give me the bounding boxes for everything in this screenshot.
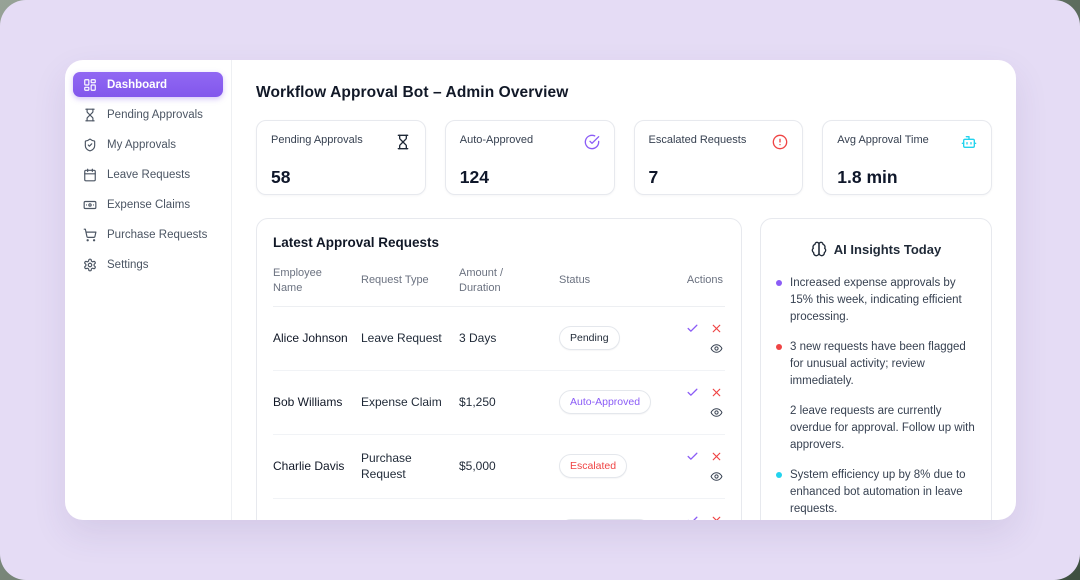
approve-icon[interactable]: [686, 322, 699, 335]
table-title: Latest Approval Requests: [273, 235, 440, 250]
table-row: Alice Johnson Leave Request 3 Days Pendi…: [273, 307, 725, 371]
request-type: Expense Claim: [361, 395, 442, 410]
table-row: Diana Green Leave Request 5 Days Auto-Ap…: [273, 499, 725, 520]
insight-item: System efficiency up by 8% due to enhanc…: [776, 467, 976, 518]
row-actions: [679, 514, 725, 520]
approve-icon[interactable]: [686, 386, 699, 399]
status-badge: Auto-Approved: [559, 518, 652, 520]
stats-row: Pending Approvals 58 Auto-Approved: [256, 120, 992, 195]
insight-text: System efficiency up by 8% due to enhanc…: [790, 469, 966, 516]
shield-check-icon: [84, 138, 96, 151]
employee-name: Charlie Davis: [273, 459, 345, 474]
insight-text: Increased expense approvals by 15% this …: [790, 277, 962, 324]
sidebar-item-leave-requests[interactable]: Leave Requests: [73, 162, 223, 187]
row-actions: [679, 322, 725, 355]
approve-icon[interactable]: [686, 514, 699, 520]
amount-duration: $1,250: [459, 395, 496, 410]
bullet-dot: [776, 280, 782, 286]
stat-card-pending-approvals: Pending Approvals 58: [256, 120, 426, 195]
sidebar-item-my-approvals[interactable]: My Approvals: [73, 132, 223, 157]
stat-card-auto-approved: Auto-Approved 124: [444, 120, 615, 195]
ai-insights-card: AI Insights Today Increased expense appr…: [760, 218, 992, 520]
stat-label: Escalated Requests: [648, 134, 747, 146]
shopping-cart-icon: [83, 228, 97, 241]
status-badge: Escalated: [559, 454, 628, 479]
sidebar-item-label: Leave Requests: [107, 168, 191, 181]
gear-icon: [84, 258, 96, 271]
sidebar-item-label: Dashboard: [107, 78, 168, 91]
bullet-dot: [776, 344, 782, 351]
stat-value: 7: [648, 167, 659, 187]
stat-label: Pending Approvals: [271, 134, 363, 146]
sidebar-item-expense-claims[interactable]: Expense Claims: [73, 192, 223, 217]
sidebar-item-purchase-requests[interactable]: Purchase Requests: [73, 222, 223, 247]
table-row: Charlie Davis Purchase Request $5,000 Es…: [273, 435, 725, 499]
dashboard-grid-icon: [84, 78, 96, 91]
column-header-request-type: Request Type: [361, 274, 429, 287]
reject-icon[interactable]: [710, 450, 723, 463]
reject-icon[interactable]: [710, 322, 723, 335]
alert-circle-icon: [772, 134, 788, 155]
stat-card-escalated-requests: Escalated Requests 7: [633, 120, 804, 195]
bullet-dot: [776, 472, 782, 479]
sidebar-item-label: Purchase Requests: [107, 228, 208, 241]
app-window: Dashboard Pending Approvals My Approvals…: [65, 60, 1016, 520]
insight-text: 3 new requests have been flagged for unu…: [790, 341, 966, 388]
bot-icon: [961, 134, 977, 155]
column-header-employee-name: Employee Name: [273, 267, 322, 294]
stat-value: 58: [271, 167, 291, 187]
stat-label: Auto-Approved: [459, 134, 534, 146]
sidebar-item-label: Settings: [107, 258, 149, 271]
sidebar-item-label: Pending Approvals: [107, 108, 203, 121]
calendar-icon: [84, 168, 96, 181]
column-header-actions: Actions: [686, 274, 723, 287]
hourglass-icon: [395, 134, 411, 155]
status-badge: Pending: [559, 326, 620, 351]
sidebar-item-dashboard[interactable]: Dashboard: [73, 72, 223, 97]
page-title: Workflow Approval Bot – Admin Overview: [256, 84, 569, 101]
row-actions: [679, 386, 725, 419]
banknote-icon: [83, 200, 97, 209]
table-row: Bob Williams Expense Claim $1,250 Auto-A…: [273, 371, 725, 435]
approve-icon[interactable]: [686, 450, 699, 463]
stat-value: 1.8 min: [837, 167, 898, 187]
view-icon[interactable]: [710, 342, 723, 355]
request-type: Purchase Request: [361, 451, 412, 482]
status-badge: Auto-Approved: [559, 390, 652, 415]
view-icon[interactable]: [710, 470, 723, 483]
insight-item: Increased expense approvals by 15% this …: [776, 275, 976, 326]
hourglass-icon: [85, 108, 95, 121]
stat-label: Avg Approval Time: [837, 134, 929, 146]
sidebar-item-label: My Approvals: [107, 138, 177, 151]
brain-icon: [811, 241, 827, 257]
latest-approval-requests-card: Latest Approval Requests Employee Name R…: [256, 218, 742, 520]
column-header-status: Status: [559, 274, 591, 287]
amount-duration: 3 Days: [459, 331, 497, 346]
insight-item: 3 new requests have been flagged for unu…: [776, 339, 976, 390]
reject-icon[interactable]: [710, 514, 723, 520]
insight-item: 2 leave requests are currently overdue f…: [776, 403, 976, 454]
employee-name: Bob Williams: [273, 395, 343, 410]
employee-name: Alice Johnson: [273, 331, 348, 346]
insight-text: 2 leave requests are currently overdue f…: [790, 405, 975, 452]
sidebar-item-settings[interactable]: Settings: [73, 252, 223, 277]
table-header-row: Employee Name Request Type Amount / Dura…: [273, 264, 725, 307]
row-actions: [679, 450, 725, 483]
insights-title: AI Insights Today: [833, 241, 942, 257]
view-icon[interactable]: [710, 406, 723, 419]
circle-check-icon: [584, 134, 600, 155]
amount-duration: $5,000: [459, 459, 496, 474]
sidebar-item-pending-approvals[interactable]: Pending Approvals: [73, 102, 223, 127]
request-type: Leave Request: [361, 331, 442, 346]
sidebar-item-label: Expense Claims: [107, 198, 191, 211]
bullet-dot: [776, 408, 782, 414]
reject-icon[interactable]: [710, 386, 723, 399]
stat-card-avg-approval-time: Avg Approval Time 1.8 min: [822, 120, 992, 195]
column-header-amount-duration: Amount / Duration: [459, 267, 504, 294]
sidebar: Dashboard Pending Approvals My Approvals…: [65, 60, 232, 520]
main-content: Workflow Approval Bot – Admin Overview P…: [232, 60, 1016, 520]
stat-value: 124: [459, 167, 489, 187]
